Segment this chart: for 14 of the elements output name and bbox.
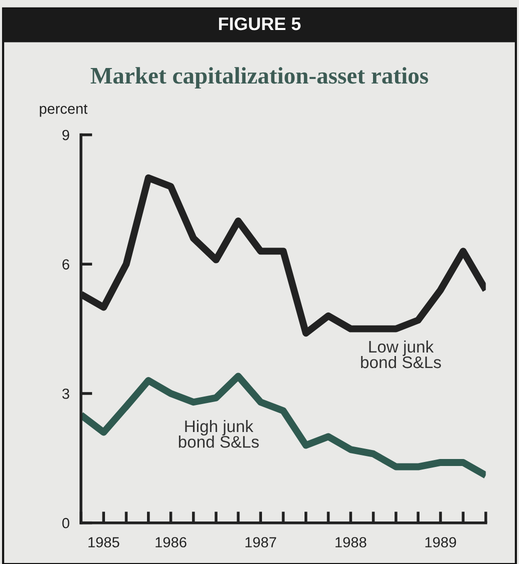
y-tick-label: 6 <box>62 259 70 270</box>
x-tick-label: 1985 <box>88 537 120 548</box>
y-tick-label: 9 <box>62 130 70 140</box>
y-tick-label: 0 <box>62 518 70 528</box>
series-label: High junk bond S&Ls <box>178 420 259 448</box>
x-tick-label: 1987 <box>246 537 276 548</box>
series-label: Low junk bond S&Ls <box>361 340 441 368</box>
y-tick-label: 3 <box>62 388 70 399</box>
chart-subtitle: Market capitalization-asset ratios <box>90 67 428 89</box>
x-tick-label: 1989 <box>425 537 456 548</box>
y-axis-title: percent <box>40 104 88 117</box>
x-tick-label: 1988 <box>336 537 366 548</box>
x-tick-label: 1986 <box>156 537 186 548</box>
chart-title: FIGURE 5 <box>219 17 301 30</box>
